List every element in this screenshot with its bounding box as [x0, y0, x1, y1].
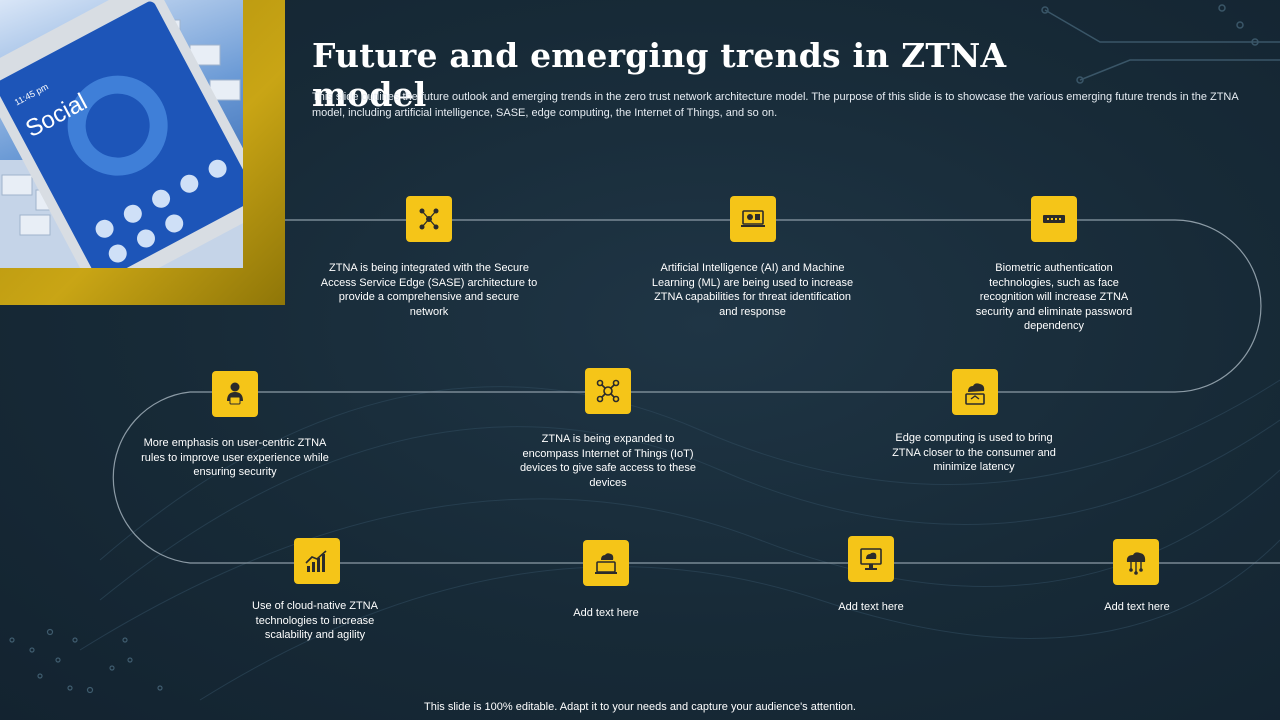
placeholder-text: Add text here — [838, 601, 904, 613]
trend-description: ZTNA is being expanded to encompass Inte… — [519, 433, 697, 489]
cloud-network-icon — [1113, 539, 1159, 585]
social-phone-photo: 11:45 pm Social — [0, 0, 243, 268]
photo-frame: 11:45 pm Social — [0, 0, 285, 305]
edge-cloud-icon — [952, 369, 998, 415]
trend-description: ZTNA is being integrated with the Secure… — [320, 262, 538, 318]
trend-description: Artificial Intelligence (AI) and Machine… — [651, 262, 854, 318]
cloud-monitor-icon — [848, 536, 894, 582]
slide-title: Future and emerging trends in ZTNA model — [312, 36, 1007, 114]
network-people-icon — [406, 196, 452, 242]
trend-description: Biometric authentication technologies, s… — [975, 262, 1133, 332]
placeholder-text: Add text here — [573, 607, 639, 619]
slide-subtitle: This slide outlines the future outlook a… — [312, 91, 1239, 119]
timeline-path — [112, 219, 1280, 564]
slide-footer: This slide is 100% editable. Adapt it to… — [424, 701, 856, 713]
cloud-laptop-icon — [583, 540, 629, 586]
placeholder-text: Add text here — [1104, 601, 1170, 613]
iot-network-icon — [585, 368, 631, 414]
trend-description: Edge computing is used to bring ZTNA clo… — [892, 432, 1056, 473]
biometric-scanner-icon — [1031, 196, 1077, 242]
trend-description: Use of cloud-native ZTNA technologies to… — [252, 600, 378, 641]
ai-laptop-icon — [730, 196, 776, 242]
user-computer-icon — [212, 371, 258, 417]
growth-chart-icon — [294, 538, 340, 584]
trend-description: More emphasis on user-centric ZTNA rules… — [141, 437, 329, 478]
